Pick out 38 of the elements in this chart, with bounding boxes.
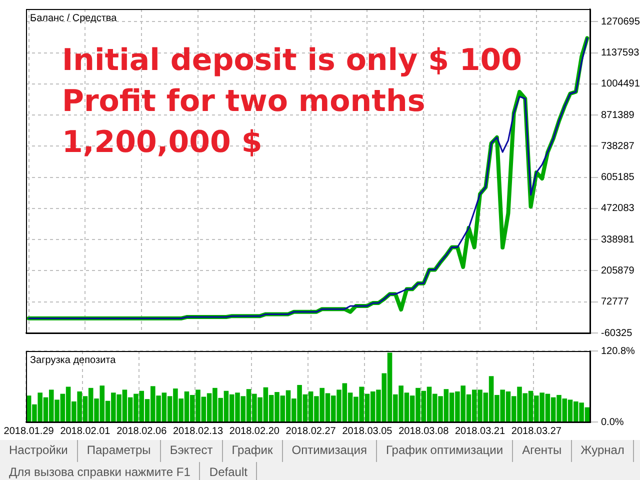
x-tick-label: 2018.03.21 [454,426,506,437]
y-tick-label: 1004491 [601,78,640,90]
x-tick-label: 2018.02.27 [286,426,336,437]
y-tick-label: 205879 [601,265,635,276]
y-tick-label: -60325 [601,328,633,339]
annotation: 1,200,000 $ [62,124,264,162]
x-tick-label: 2018.03.27 [511,426,562,437]
x-tick-label: 2018.03.08 [398,426,450,437]
x-tick-label: 2018.02.20 [229,426,280,437]
y-tick-label: 1137593 [601,48,640,59]
text: Журнал [572,440,634,462]
y-tick-label: 72777 [601,296,630,308]
text: Оптимизация [282,440,377,462]
text: Бэктест [160,440,223,462]
y-tick-label: 338981 [601,234,635,246]
x-tick-label: 2018.02.13 [172,426,224,437]
x-tick-label: 2018.01.29 [4,426,54,437]
text: График [222,440,283,462]
annotation: Profit for two months [62,83,426,121]
chart-title: Баланс / Средства [30,12,118,24]
x-tick-label: 2018.02.01 [60,426,111,437]
y-tick-label: 120.8% [601,346,636,357]
x-tick-label: 2018.02.06 [116,426,168,437]
text: Параметры [78,440,161,462]
text: Для вызова справки нажмите F1 [0,462,200,480]
x-tick-label: 2018.03.05 [342,426,393,437]
y-tick-label: 871389 [601,110,635,121]
annotation: Initial deposit is only $ 100 [62,42,522,80]
text: График оптимизации [376,440,514,462]
y-tick-label: 472083 [601,203,635,214]
chart-title: Загрузка депозита [30,354,116,366]
y-tick-label: 605185 [601,172,635,184]
y-tick-label: 738287 [601,140,635,152]
y-tick-label: 0.0% [601,416,624,428]
text: Настройки [0,440,78,462]
y-tick-label: 1270695 [601,16,640,28]
text: Агенты [513,440,572,462]
text: Default [200,462,258,480]
